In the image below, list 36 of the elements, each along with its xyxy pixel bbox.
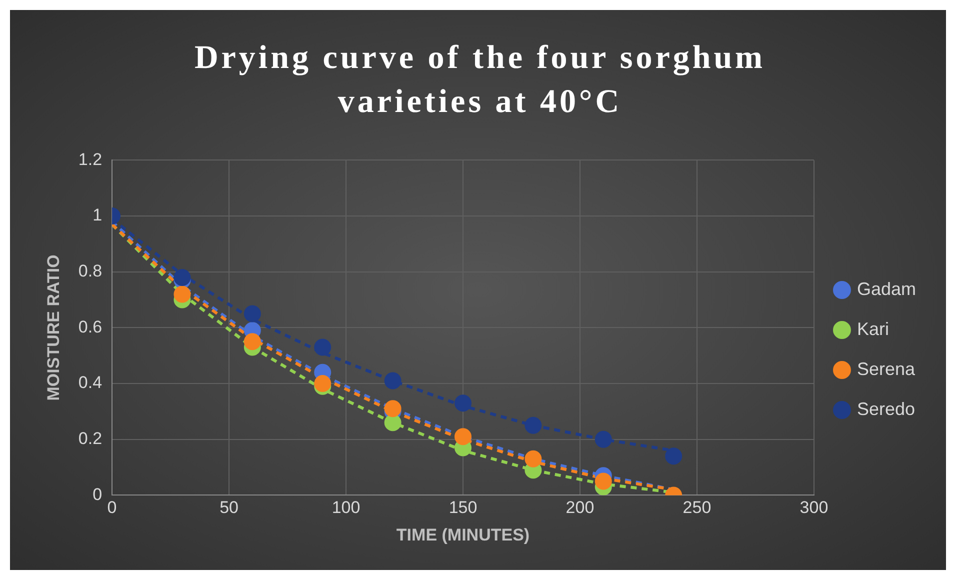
x-tick-label: 50 xyxy=(220,498,238,518)
point xyxy=(454,428,472,446)
point xyxy=(314,338,332,356)
x-tick-label: 150 xyxy=(448,498,478,518)
point xyxy=(665,448,682,465)
x-tick-label: 250 xyxy=(682,498,712,518)
y-tick-label: 0.2 xyxy=(78,429,102,448)
point xyxy=(384,414,402,432)
legend-label: Gadam xyxy=(856,278,916,299)
point xyxy=(524,450,542,468)
point xyxy=(454,394,472,412)
point xyxy=(244,305,261,322)
legend-label: Kari xyxy=(856,318,889,339)
point xyxy=(524,416,542,434)
x-tick-label: 200 xyxy=(566,498,594,518)
point xyxy=(384,400,402,418)
x-tick-label: 100 xyxy=(332,498,360,518)
chart-title: Drying curve of the four sorghum varieties at 40°C xyxy=(193,39,767,122)
point xyxy=(384,372,402,390)
point xyxy=(244,333,261,350)
point xyxy=(174,268,191,286)
legend-label: Serena xyxy=(856,358,916,379)
y-tick-label: 0.6 xyxy=(78,317,102,336)
y-tick-label: 0.4 xyxy=(78,373,102,392)
x-tick-label: 0 xyxy=(107,498,117,518)
x-tick-label: 300 xyxy=(800,498,828,518)
y-tick-label: 0.8 xyxy=(78,262,102,281)
y-tick-label: 1.2 xyxy=(78,150,102,169)
legend-label: Seredo xyxy=(856,398,916,419)
x-axis-title: TIME (MINUTES) xyxy=(396,525,530,544)
point xyxy=(594,430,612,448)
y-tick-label: 1 xyxy=(92,206,102,225)
point xyxy=(174,286,191,303)
point xyxy=(594,472,612,490)
y-tick-label: 0 xyxy=(92,484,102,504)
y-axis-title: MOISTURE RATIO xyxy=(44,254,63,401)
